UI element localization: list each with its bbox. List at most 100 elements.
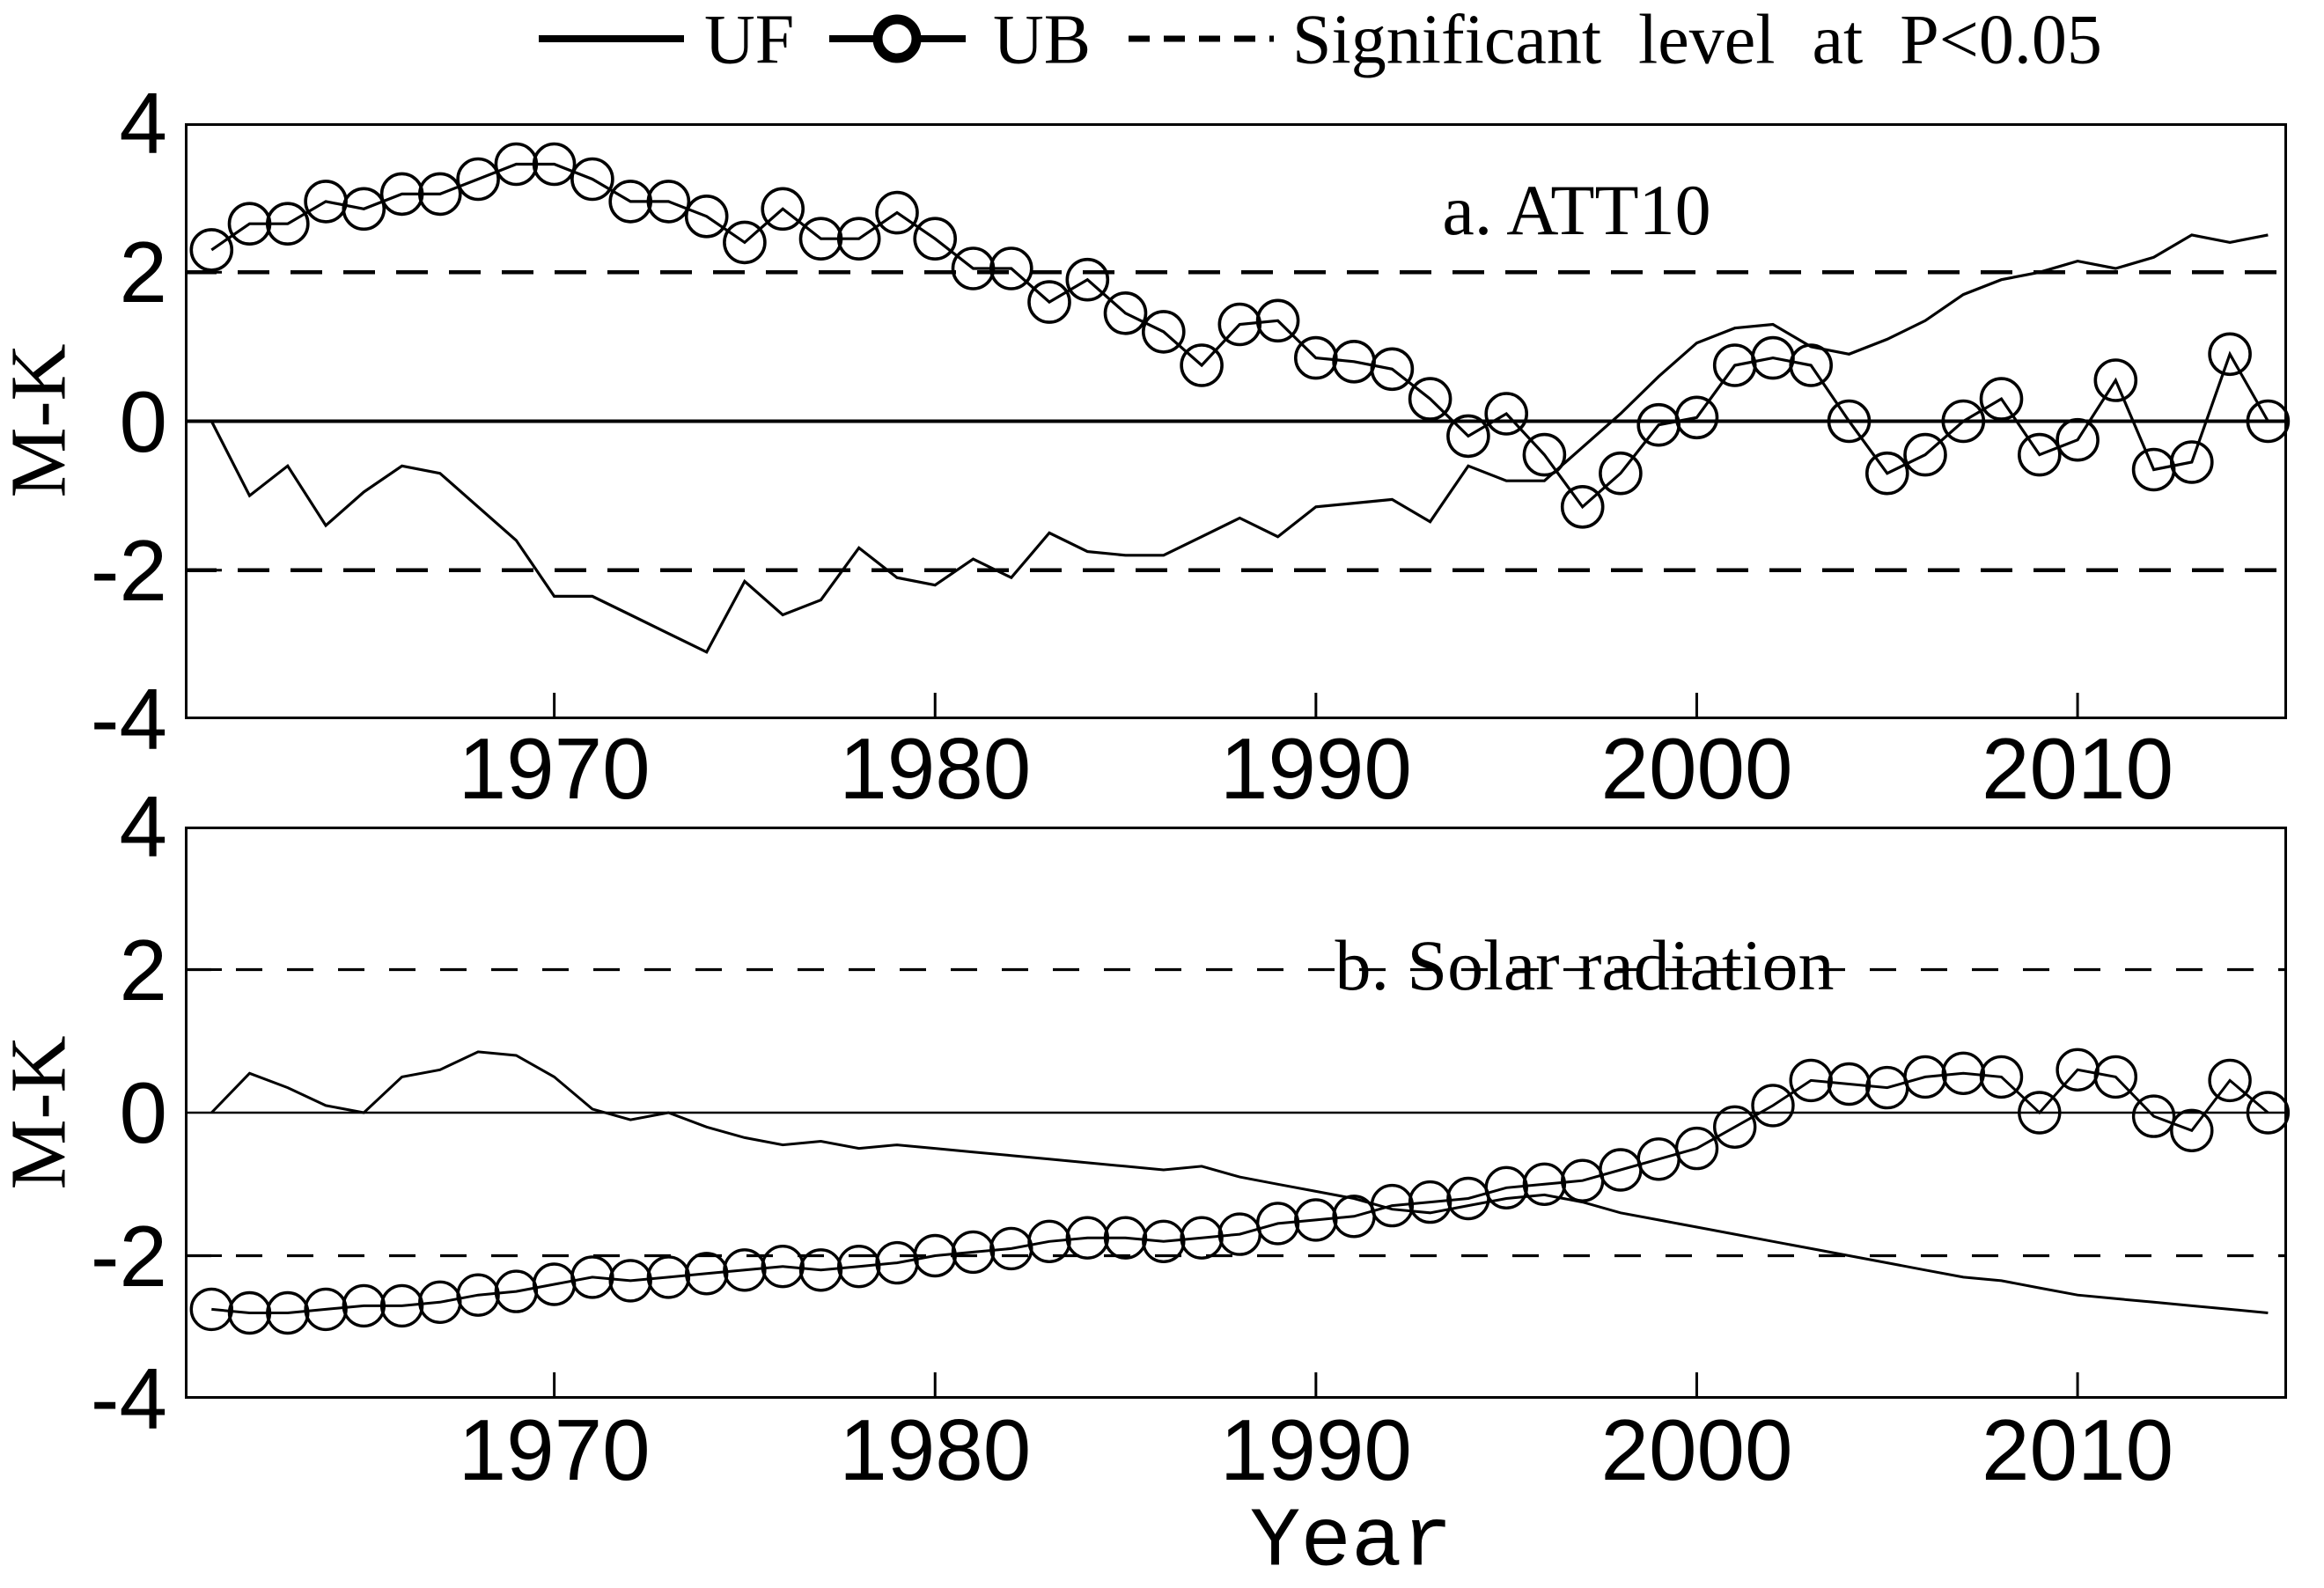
ub-circle-marker-a — [189, 228, 234, 272]
ub-circle-marker-b — [761, 1245, 805, 1289]
ub-circle-marker-b — [723, 1248, 767, 1292]
ub-circle-marker-a — [532, 142, 577, 187]
ub-circle-marker-a — [494, 142, 539, 187]
ub-circle-marker-a — [417, 172, 462, 217]
ub-circle-marker-a — [1103, 291, 1148, 335]
y-tick-label-b: 2 — [119, 921, 167, 1018]
ub-circle-marker-a — [761, 187, 805, 232]
y-tick-label-b: 4 — [119, 778, 167, 875]
ub-circle-marker-b — [2170, 1108, 2214, 1152]
ub-circle-marker-b — [1255, 1202, 1300, 1246]
x-tick-label-b: 1980 — [839, 1401, 1032, 1498]
ub-circle-marker-b — [1142, 1219, 1186, 1263]
y-tick-label-a: 0 — [119, 372, 167, 470]
ub-circle-marker-a — [875, 190, 919, 235]
ub-circle-marker-b — [570, 1255, 614, 1299]
x-tick-label-a: 1980 — [839, 720, 1032, 817]
series-ub-line-b — [211, 1068, 2269, 1314]
x-tick-label-a: 2000 — [1600, 720, 1793, 817]
ub-circle-marker-b — [2093, 1055, 2138, 1099]
ub-circle-line-icon — [829, 14, 966, 63]
series-uf-line-a — [210, 233, 2269, 654]
x-tick-label-b: 2010 — [1982, 1401, 2174, 1498]
y-tick-label-a: 4 — [119, 75, 167, 172]
ub-circle-marker-a — [1027, 280, 1071, 324]
ub-circle-marker-b — [1827, 1062, 1872, 1106]
ub-circle-marker-a — [1827, 399, 1872, 444]
ub-circle-marker-b — [1979, 1055, 2024, 1099]
ub-circle-marker-a — [1217, 302, 1262, 347]
ub-circle-marker-a — [2093, 358, 2138, 402]
ub-circle-marker-b — [1789, 1058, 1833, 1103]
ub-circle-marker-a — [951, 246, 996, 290]
ub-circle-marker-a — [836, 217, 881, 261]
panel-a-ylabel: M-K — [0, 343, 83, 498]
series-ub-line-a — [210, 162, 2269, 510]
legend-label-significance: Significant level at P<0.05 — [1292, 1, 2102, 79]
ub-circle-marker-a — [646, 180, 691, 224]
ub-circle-marker-a — [1979, 377, 2024, 421]
ub-circle-marker-a — [1255, 298, 1300, 343]
ub-circle-marker-a — [456, 157, 500, 202]
ub-circle-marker-b — [379, 1283, 424, 1328]
ub-circle-marker-a — [608, 180, 653, 224]
legend-label-ub: UB — [993, 1, 1092, 79]
ub-circle-marker-b — [1712, 1105, 1757, 1149]
panel-b-plot — [185, 827, 2291, 1399]
ub-circle-marker-a — [2246, 399, 2291, 444]
ub-circle-marker-a — [1142, 310, 1186, 354]
panel-b-ylabel: M-K — [0, 1035, 83, 1190]
ub-circle-marker-a — [1674, 395, 1719, 440]
ub-circle-marker-a — [342, 187, 386, 232]
y-tick-label-b: -2 — [90, 1207, 167, 1305]
ub-circle-marker-b — [1294, 1198, 1338, 1242]
ub-circle-marker-a — [989, 246, 1033, 290]
ub-circle-marker-a — [266, 202, 310, 246]
ub-circle-marker-b — [1408, 1180, 1452, 1224]
ub-circle-marker-b — [798, 1248, 843, 1292]
ub-circle-marker-b — [951, 1230, 996, 1275]
ub-circle-marker-b — [1370, 1183, 1415, 1228]
panel-b-title: b. Solar radiation — [1335, 925, 1835, 1005]
ub-circle-marker-b — [227, 1290, 272, 1335]
ub-circle-marker-a — [1789, 343, 1833, 387]
ub-circle-marker-b — [2018, 1091, 2062, 1135]
x-tick-label-a: 1990 — [1219, 720, 1412, 817]
ub-circle-marker-a — [1903, 432, 1947, 477]
x-tick-label-a: 2010 — [1982, 720, 2174, 817]
panel-a-title: a. ATT10 — [1442, 170, 1711, 250]
x-tick-label-a: 1970 — [458, 720, 651, 817]
y-tick-label-b: -4 — [90, 1350, 167, 1447]
ub-circle-marker-b — [608, 1259, 652, 1303]
ub-circle-marker-b — [1484, 1165, 1528, 1209]
ub-circle-marker-a — [1560, 484, 1605, 529]
ub-circle-marker-a — [570, 157, 614, 202]
y-tick-label-a: 2 — [119, 224, 167, 321]
ub-circle-marker-b — [1180, 1216, 1224, 1260]
ub-circle-marker-b — [304, 1287, 348, 1332]
ub-circle-marker-b — [2246, 1091, 2291, 1135]
ub-circle-marker-a — [1294, 335, 1338, 380]
significance-dashed-line-icon — [1129, 35, 1274, 42]
ub-circle-marker-a — [1446, 414, 1490, 459]
ub-circle-marker-b — [1751, 1084, 1795, 1128]
ub-circle-marker-a — [1941, 399, 1986, 444]
ub-circle-marker-a — [1408, 377, 1452, 421]
x-tick-label-b: 1990 — [1219, 1401, 1412, 1498]
ub-circle-marker-a — [227, 202, 272, 246]
series-uf-line-b — [210, 1050, 2269, 1314]
ub-circle-marker-a — [1599, 451, 1643, 496]
ub-circle-marker-a — [1065, 257, 1110, 302]
ub-circle-marker-a — [1522, 432, 1567, 477]
ub-circle-marker-b — [266, 1290, 310, 1335]
y-tick-label-b: 0 — [119, 1064, 167, 1161]
y-tick-label-a: -4 — [90, 671, 167, 768]
ub-circle-marker-a — [2170, 440, 2214, 484]
ub-circle-marker-b — [1522, 1162, 1567, 1206]
ub-circle-marker-a — [379, 172, 424, 217]
ub-circle-marker-a — [1180, 343, 1224, 387]
ub-circle-marker-b — [189, 1287, 233, 1332]
y-tick-label-a: -2 — [90, 521, 167, 619]
uf-line-icon — [539, 35, 684, 42]
